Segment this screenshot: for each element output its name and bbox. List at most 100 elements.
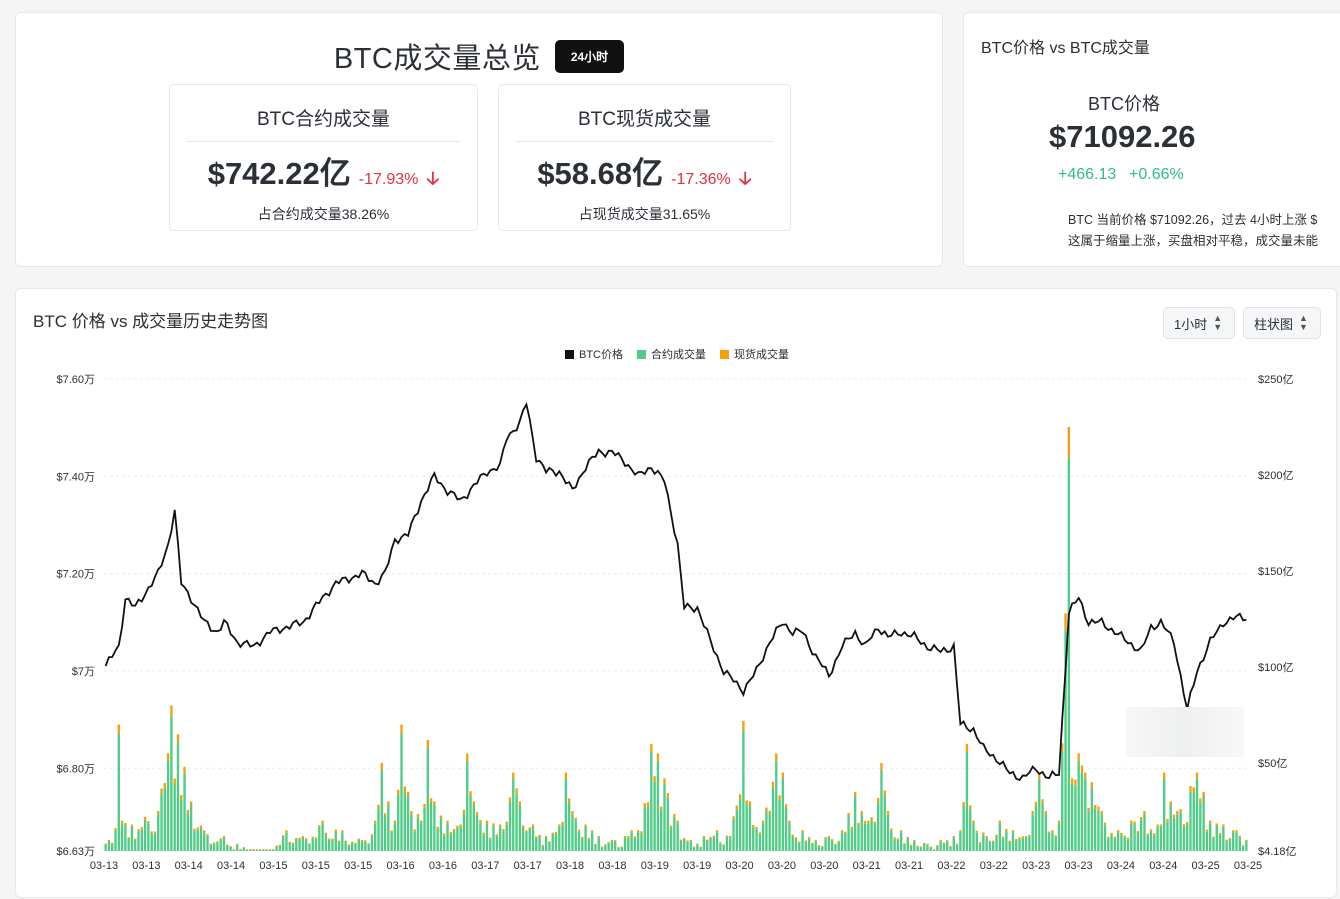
- bar-contract: [1087, 811, 1090, 851]
- bar-contract: [124, 825, 127, 851]
- bar-contract: [913, 841, 916, 851]
- bar-spot: [120, 820, 124, 824]
- bar-spot: [775, 753, 778, 761]
- bar-contract: [594, 845, 597, 851]
- bar-spot: [341, 830, 344, 833]
- bar-contract: [104, 844, 107, 851]
- bar-contract: [1047, 833, 1051, 851]
- bar-contract: [610, 841, 614, 851]
- bar-contract: [916, 846, 919, 851]
- bar-spot: [729, 835, 732, 838]
- bar-contract: [525, 832, 528, 851]
- bar-contract: [147, 823, 150, 851]
- bar-contract: [183, 773, 186, 851]
- bar-contract: [1018, 838, 1021, 851]
- bar-contract: [403, 791, 406, 851]
- bar-contract: [318, 827, 321, 851]
- x-axis-tick: 03-23: [1022, 860, 1050, 872]
- bar-contract: [1186, 824, 1189, 851]
- bar-contract: [972, 823, 975, 851]
- bar-spot: [147, 821, 150, 824]
- bar-contract: [272, 849, 275, 851]
- bar-spot: [781, 772, 785, 779]
- bar-spot: [972, 820, 975, 824]
- legend-label: 合约成交量: [651, 349, 706, 361]
- bar-contract: [163, 788, 166, 851]
- bar-spot: [364, 840, 367, 842]
- bar-contract: [295, 839, 298, 851]
- bar-spot: [377, 804, 380, 809]
- bar-contract: [597, 837, 600, 851]
- bar-spot: [1031, 811, 1034, 815]
- bar-contract: [1093, 808, 1097, 851]
- bar-contract: [607, 843, 610, 851]
- bar-spot: [1218, 832, 1222, 835]
- bar-spot: [1028, 834, 1031, 837]
- interval-select[interactable]: 1小时 ▲ ▼: [1163, 307, 1235, 339]
- bar-spot: [1067, 427, 1071, 458]
- bar-spot: [817, 845, 821, 847]
- legend-item-spot[interactable]: 现货成交量: [720, 346, 789, 362]
- bar-spot: [1205, 829, 1209, 832]
- bar-spot: [719, 842, 722, 844]
- bar-spot: [1084, 772, 1087, 779]
- bar-contract: [1215, 825, 1218, 851]
- bar-contract: [383, 816, 387, 851]
- bar-contract: [998, 823, 1001, 851]
- divider: [515, 141, 774, 142]
- x-axis-tick: 03-14: [217, 860, 245, 872]
- period-badge[interactable]: 24小时: [554, 39, 625, 73]
- bar-contract: [1015, 840, 1018, 851]
- right-axis-tick: $200亿: [1258, 469, 1293, 482]
- bar-spot: [134, 838, 137, 841]
- bar-spot: [959, 830, 962, 833]
- bar-contract: [462, 813, 466, 851]
- bar-spot: [433, 801, 436, 806]
- chart-type-select[interactable]: 柱状图 ▲ ▼: [1243, 307, 1321, 339]
- bar-spot: [143, 816, 147, 820]
- bar-contract: [324, 834, 328, 851]
- bar-contract: [212, 843, 216, 851]
- x-axis-tick: 03-21: [895, 860, 923, 872]
- bar-spot: [1034, 801, 1038, 806]
- legend-item-contract[interactable]: 合约成交量: [637, 346, 706, 362]
- bar-contract: [992, 841, 995, 851]
- bar-spot: [206, 834, 209, 837]
- legend-label: BTC价格: [579, 349, 623, 361]
- bar-spot: [1061, 743, 1064, 752]
- bar-contract: [1159, 826, 1163, 851]
- bar-contract: [1149, 831, 1153, 851]
- bar-contract: [798, 842, 801, 851]
- bar-spot: [893, 837, 896, 839]
- bar-spot: [876, 797, 880, 803]
- x-axis-tick: 03-15: [344, 860, 372, 872]
- legend-item-price[interactable]: BTC价格: [565, 346, 623, 362]
- bar-contract: [623, 837, 627, 851]
- bar-spot: [952, 835, 955, 838]
- bar-contract: [242, 847, 245, 851]
- bar-contract: [696, 844, 699, 851]
- bar-contract: [663, 784, 666, 851]
- x-axis-tick: 03-20: [768, 860, 796, 872]
- bar-spot: [732, 816, 735, 820]
- bar-contract: [344, 842, 347, 851]
- bar-contract: [633, 837, 637, 851]
- bar-contract: [883, 795, 886, 851]
- bar-spot: [1172, 814, 1176, 818]
- bar-contract: [512, 778, 515, 851]
- bar-spot: [321, 820, 324, 824]
- bar-spot: [722, 844, 725, 846]
- bar-spot: [890, 828, 893, 831]
- price-card-title: BTC价格 vs BTC成交量: [981, 40, 1150, 57]
- bar-spot: [735, 805, 738, 810]
- bar-spot: [699, 846, 702, 848]
- bar-contract: [706, 841, 709, 851]
- bar-spot: [360, 839, 364, 842]
- bar-contract: [176, 742, 180, 851]
- bar-contract: [1057, 823, 1061, 851]
- spot-volume-box: BTC现货成交量 $58.68亿 -17.36% 🡣 占现货成交量31.65%: [498, 84, 791, 231]
- bar-contract: [528, 829, 531, 851]
- bar-contract: [1139, 819, 1143, 851]
- bar-contract: [186, 813, 190, 851]
- bar-spot: [1179, 809, 1182, 813]
